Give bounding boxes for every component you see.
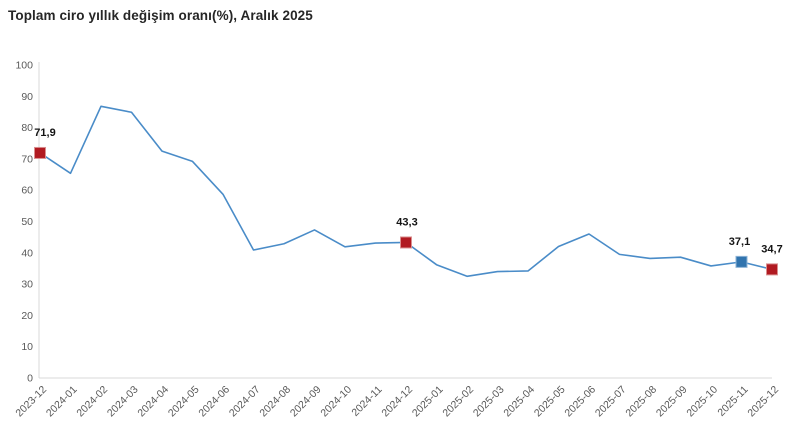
x-tick-label: 2024-06 <box>196 384 232 420</box>
x-tick-label: 2025-09 <box>654 384 690 420</box>
y-tick-label: 90 <box>21 91 33 103</box>
x-tick-label: 2025-02 <box>440 384 476 420</box>
x-tick-label: 2024-07 <box>227 384 263 420</box>
x-tick-label: 2024-11 <box>349 384 384 419</box>
x-tick-label: 2024-01 <box>44 384 80 420</box>
x-tick-label: 2024-04 <box>135 384 171 420</box>
y-tick-label: 40 <box>21 247 33 259</box>
x-tick-label: 2025-08 <box>623 384 659 420</box>
y-tick-label: 70 <box>21 153 33 165</box>
x-tick-label: 2025-05 <box>532 384 568 420</box>
data-point-label-2025-12: 34,7 <box>761 243 782 255</box>
x-tick-label: 2024-12 <box>379 384 415 420</box>
x-tick-label: 2025-03 <box>471 384 507 420</box>
series-line <box>39 105 773 278</box>
data-point-label-2023-12: 71,9 <box>34 127 55 139</box>
data-point-label-2024-12: 43,3 <box>396 216 417 228</box>
x-tick-label: 2024-03 <box>105 384 141 420</box>
x-tick-label: 2024-09 <box>288 384 324 420</box>
x-tick-label: 2025-04 <box>501 384 537 420</box>
data-point-marker-2023-12 <box>34 146 46 159</box>
x-tick-label: 2025-12 <box>745 384 781 420</box>
x-tick-label: 2024-05 <box>166 384 202 420</box>
x-tick-label: 2024-08 <box>257 384 293 420</box>
y-tick-label: 0 <box>27 373 33 385</box>
y-tick-label: 60 <box>21 185 33 197</box>
x-tick-label: 2025-10 <box>684 384 720 420</box>
data-point-marker-2024-12 <box>400 236 412 249</box>
x-tick-label: 2024-02 <box>74 384 110 420</box>
y-tick-label: 100 <box>15 60 33 72</box>
x-tick-label: 2025-06 <box>562 384 598 420</box>
y-tick-label: 20 <box>21 310 33 322</box>
y-tick-label: 10 <box>21 341 33 353</box>
x-tick-label: 2025-11 <box>715 384 750 419</box>
x-tick-label: 2025-07 <box>593 384 629 420</box>
y-tick-label: 80 <box>21 122 33 134</box>
y-tick-label: 30 <box>21 279 33 291</box>
x-tick-label: 2025-01 <box>410 384 446 420</box>
data-point-marker-2025-12 <box>766 263 778 276</box>
x-tick-label: 2024-10 <box>318 384 354 420</box>
chart-title: Toplam ciro yıllık değişim oranı(%), Ara… <box>8 8 313 23</box>
y-tick-label: 50 <box>21 216 33 228</box>
data-point-marker-2025-11 <box>735 255 748 268</box>
data-point-label-2025-11: 37,1 <box>729 236 750 248</box>
x-tick-label: 2023-12 <box>13 384 49 420</box>
